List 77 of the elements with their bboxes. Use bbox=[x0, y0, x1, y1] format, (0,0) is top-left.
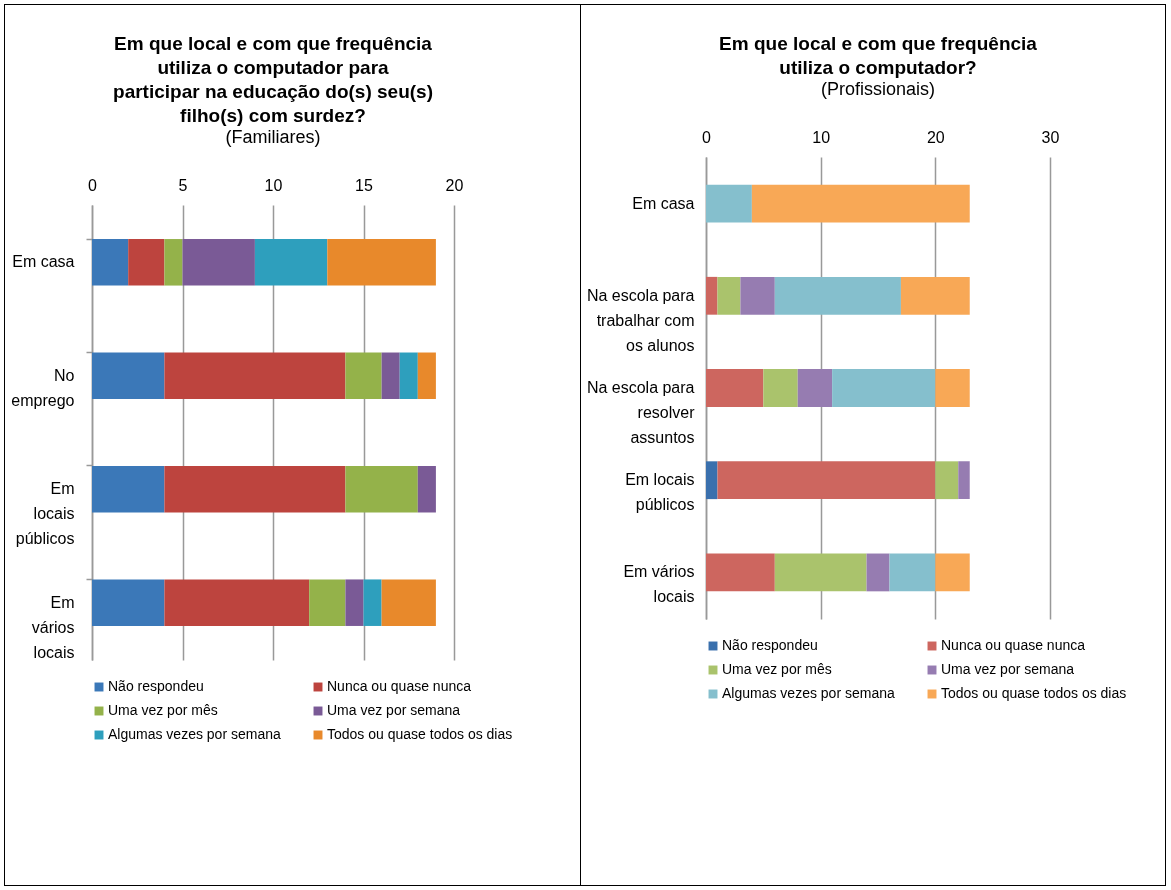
bar bbox=[345, 579, 364, 626]
legend-label: Não respondeu bbox=[722, 637, 818, 653]
bar bbox=[128, 239, 165, 286]
bar bbox=[309, 579, 346, 626]
bar bbox=[363, 579, 382, 626]
legend-label: Todos ou quase todos os dias bbox=[327, 726, 513, 742]
bar bbox=[164, 239, 183, 286]
y-tick-label: Em casa bbox=[12, 253, 75, 271]
bar bbox=[717, 461, 936, 500]
bar bbox=[254, 239, 328, 286]
bar bbox=[164, 579, 310, 626]
bar bbox=[900, 276, 970, 315]
bar bbox=[182, 239, 255, 286]
bar bbox=[935, 553, 970, 592]
legend-label: Uma vez por mês bbox=[108, 702, 218, 718]
bar bbox=[417, 352, 436, 400]
bar bbox=[164, 352, 346, 400]
bar bbox=[706, 184, 752, 223]
y-tick-label: No emprego bbox=[11, 366, 75, 409]
bar bbox=[399, 352, 418, 400]
bar bbox=[92, 579, 165, 626]
y-tick-label: Na escola para trabalhar com os alunos bbox=[586, 286, 695, 354]
bar bbox=[763, 369, 798, 407]
chart-subtitle: (Familiares) bbox=[225, 127, 321, 147]
bar bbox=[717, 276, 741, 315]
bar bbox=[774, 276, 901, 315]
y-tick-label: Na escola para resolver assuntos bbox=[586, 379, 696, 446]
bar bbox=[417, 465, 436, 513]
x-tick-label: 20 bbox=[926, 128, 945, 146]
chart-subtitle: (Profissionais) bbox=[820, 79, 936, 99]
bar bbox=[797, 369, 833, 407]
bar bbox=[958, 461, 970, 500]
bar bbox=[381, 352, 400, 400]
legend-label: Nunca ou quase nunca bbox=[941, 637, 1086, 653]
bar bbox=[866, 553, 890, 592]
legend-label: Uma vez por semana bbox=[941, 661, 1075, 677]
x-tick-label: 10 bbox=[812, 128, 831, 146]
bar bbox=[706, 461, 718, 500]
y-tick-label: Em locais públicos bbox=[15, 480, 75, 548]
chart-title: Em que local e com que frequência utiliza o computador para participar na educação do(s) seu(s) filho(s) com surdez? bbox=[113, 33, 433, 126]
bar bbox=[751, 184, 970, 223]
bar bbox=[706, 369, 764, 407]
x-tick-label: 0 bbox=[702, 128, 712, 146]
chart-title: Em que local e com que frequência utiliza o computador? bbox=[719, 33, 1038, 78]
legend-label: Nunca ou quase nunca bbox=[327, 678, 472, 694]
y-tick-label: Em casa bbox=[632, 194, 695, 212]
bar bbox=[935, 461, 959, 500]
x-tick-label: 15 bbox=[355, 176, 373, 194]
x-tick-label: 20 bbox=[445, 176, 464, 194]
legend-label: Algumas vezes por semana bbox=[108, 726, 281, 742]
bar bbox=[889, 553, 936, 592]
bar bbox=[774, 553, 867, 592]
bar bbox=[92, 465, 165, 513]
bar bbox=[706, 276, 718, 315]
bar bbox=[706, 553, 775, 592]
x-tick-label: 0 bbox=[88, 176, 98, 194]
bar bbox=[345, 465, 418, 513]
bar bbox=[935, 369, 970, 407]
bar bbox=[92, 239, 129, 286]
bar bbox=[832, 369, 936, 407]
bar bbox=[92, 352, 165, 400]
x-tick-label: 5 bbox=[178, 176, 188, 194]
x-tick-label: 10 bbox=[264, 176, 283, 194]
bar bbox=[327, 239, 436, 286]
bar bbox=[164, 465, 346, 513]
bar bbox=[740, 276, 775, 315]
y-tick-label: Em locais públicos bbox=[625, 471, 695, 514]
y-tick-label: Em vários locais bbox=[31, 593, 75, 661]
legend-label: Uma vez por mês bbox=[722, 661, 832, 677]
legend-label: Todos ou quase todos os dias bbox=[941, 685, 1127, 701]
bar bbox=[345, 352, 382, 400]
x-tick-label: 30 bbox=[1041, 128, 1060, 146]
bar bbox=[381, 579, 436, 626]
legend-label: Algumas vezes por semana bbox=[722, 685, 895, 701]
legend-label: Uma vez por semana bbox=[327, 702, 461, 718]
legend-label: Não respondeu bbox=[108, 678, 204, 694]
y-tick-label: Em vários locais bbox=[623, 563, 695, 606]
